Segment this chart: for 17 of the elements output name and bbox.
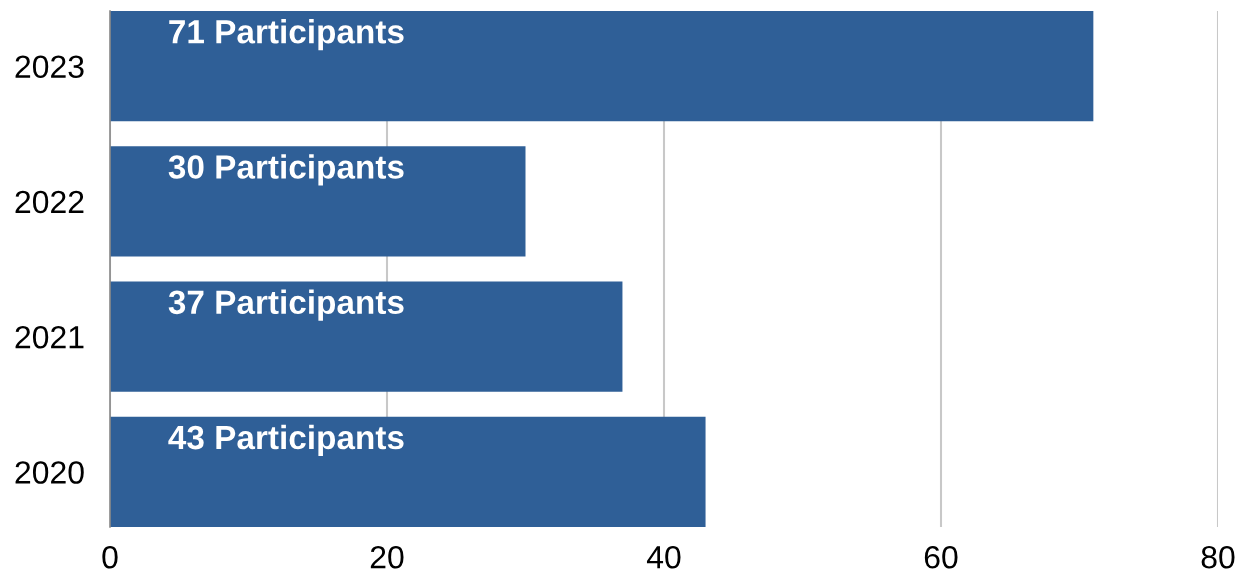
bar — [110, 281, 623, 392]
y-tick-label: 2023 — [15, 55, 84, 78]
x-tick-label: 80 — [1201, 545, 1235, 569]
x-tick-label: 0 — [102, 545, 118, 569]
y-tick-label: 2020 — [15, 461, 84, 484]
y-tick-label: 2021 — [15, 325, 84, 349]
data-label: 71 Participants — [169, 19, 404, 51]
data-label: 37 Participants — [168, 289, 404, 321]
bar — [110, 416, 706, 527]
bar — [110, 146, 526, 257]
x-tick-label: 20 — [370, 545, 404, 569]
y-tick-label: 2022 — [15, 190, 84, 214]
data-label: 43 Participants — [168, 424, 404, 456]
data-label: 30 Participants — [168, 154, 404, 186]
x-tick-label: 40 — [646, 545, 681, 569]
bar — [110, 11, 1094, 122]
x-tick-label: 60 — [924, 545, 958, 569]
